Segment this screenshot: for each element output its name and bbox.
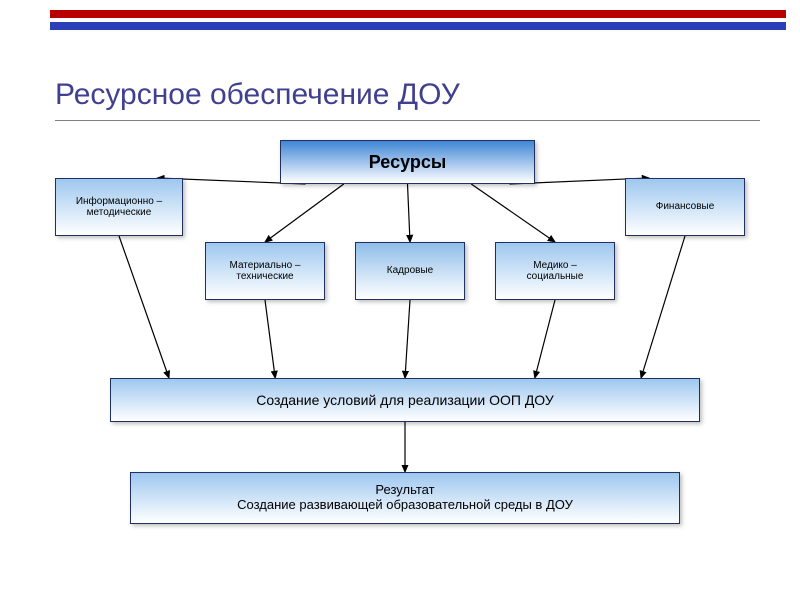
edge-resources-kadr: [408, 184, 411, 242]
edge-resources-material: [265, 184, 344, 242]
edge-material-conditions: [265, 300, 275, 378]
edge-finance-conditions: [641, 236, 685, 378]
node-material: Материально – технические: [205, 242, 325, 300]
header-bars: [0, 0, 800, 30]
edge-medico-conditions: [535, 300, 555, 378]
node-label: Материально – технические: [226, 258, 305, 285]
node-kadr: Кадровые: [355, 242, 465, 300]
node-label: Информационно – методические: [72, 194, 166, 221]
node-resources: Ресурсы: [280, 140, 535, 184]
edge-kadr-conditions: [405, 300, 410, 378]
node-label: Финансовые: [652, 199, 719, 215]
node-info: Информационно – методические: [55, 178, 183, 236]
title-underline: [55, 120, 760, 121]
edge-info-conditions: [119, 236, 169, 378]
node-label: Ресурсы: [365, 150, 451, 175]
node-label: Кадровые: [383, 263, 437, 279]
node-conditions: Создание условий для реализации ООП ДОУ: [110, 378, 700, 422]
header-bar-blue: [14, 22, 786, 30]
node-label: Создание условий для реализации ООП ДОУ: [252, 390, 558, 410]
node-result: Результат Создание развивающей образоват…: [130, 472, 680, 524]
node-label: Результат Создание развивающей образоват…: [233, 481, 577, 515]
header-notch: [14, 10, 50, 30]
slide-title: Ресурсное обеспечение ДОУ: [55, 78, 460, 112]
edge-resources-medico: [471, 184, 555, 242]
node-label: Медико – социальные: [523, 258, 588, 285]
node-medico: Медико – социальные: [495, 242, 615, 300]
diagram-canvas: Ресурсы Информационно – методические Финан…: [55, 140, 760, 570]
header-bar-red: [14, 10, 786, 18]
node-finance: Финансовые: [625, 178, 745, 236]
